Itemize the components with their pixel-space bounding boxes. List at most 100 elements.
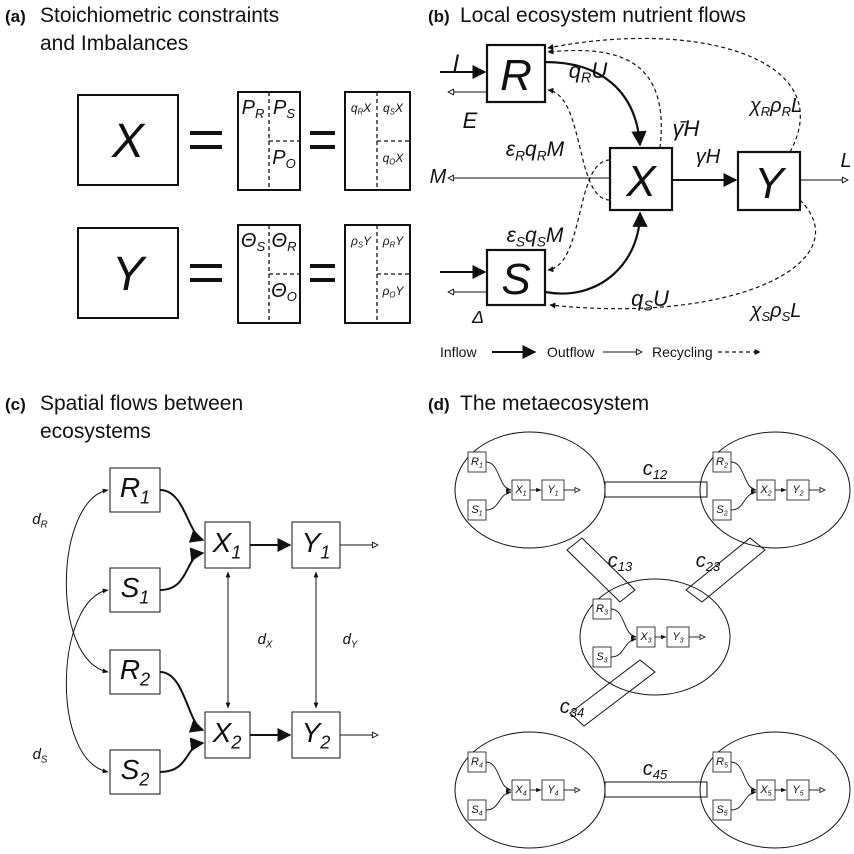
flow-label-part: q xyxy=(569,58,582,83)
flow-arrow xyxy=(610,637,637,658)
panel-title: and Imbalances xyxy=(40,32,188,55)
quota-label: PO xyxy=(272,147,295,171)
flow-label-part: Δ xyxy=(471,307,484,327)
quota-label-part: S xyxy=(286,106,295,121)
corridor-label-part: 12 xyxy=(653,467,668,482)
quota-label-part: Θ xyxy=(241,230,257,252)
quota-label: ΘR xyxy=(272,230,297,254)
compartment-symbol: Y xyxy=(754,159,786,208)
amount-label: qRX xyxy=(351,101,372,116)
flow-label: qSU xyxy=(631,286,669,315)
corridor-label-part: c xyxy=(696,550,706,572)
compartment-symbol: R xyxy=(500,51,532,100)
flow-label-part: R xyxy=(761,104,770,119)
amount-label-part: X xyxy=(362,101,372,115)
flow-label-part: S xyxy=(516,234,525,249)
node-label: R1 xyxy=(120,472,150,507)
flow-label-part: L xyxy=(791,95,802,117)
node-label: X4 xyxy=(514,784,526,797)
node-label-part: S xyxy=(121,572,140,603)
node-label: Y2 xyxy=(792,484,803,497)
node-label-part: 1 xyxy=(555,489,559,497)
node-label-part: 5 xyxy=(800,789,804,797)
node-label-part: 4 xyxy=(523,789,527,797)
quota-label: ΘS xyxy=(241,230,266,254)
flow-label-part: M xyxy=(546,224,564,247)
node-label: S4 xyxy=(471,804,482,817)
node-label-part: X xyxy=(759,784,768,796)
flow-arrow xyxy=(730,790,757,811)
flow-label-part: γH xyxy=(696,146,721,168)
corridor-label: c34 xyxy=(560,696,584,720)
corridor-label-part: 34 xyxy=(570,705,584,720)
flow-label-part: ρ xyxy=(769,300,781,322)
panel-c-shapes xyxy=(65,467,378,795)
flow-label: γ̄H xyxy=(673,116,700,141)
node-label-part: 2 xyxy=(138,769,149,789)
amount-label-part: ρ xyxy=(350,234,358,248)
node-label-part: 1 xyxy=(231,542,241,562)
node-label-part: S xyxy=(716,504,724,516)
flow-label-part: M xyxy=(547,138,565,161)
node-label-part: 1 xyxy=(479,509,483,517)
flow-label-part: L xyxy=(790,300,801,322)
flow-label: χSρSL xyxy=(749,300,802,324)
panel-title: The metaecosystem xyxy=(460,392,649,415)
amount-label-part: O xyxy=(389,158,395,167)
node-label-part: Y xyxy=(792,484,800,496)
flow-label-part: U xyxy=(591,58,607,83)
dispersal-label-part: X xyxy=(265,639,273,650)
flow-label-part: ρ xyxy=(769,95,781,117)
dispersal-label-part: Y xyxy=(351,639,359,650)
amount-label: qSX xyxy=(383,101,404,116)
panel-title: Stoichiometric constraints xyxy=(40,4,279,27)
dispersal-label-part: S xyxy=(41,754,48,765)
node-label-part: 2 xyxy=(723,509,728,517)
node-label-part: 3 xyxy=(680,636,684,644)
flow-label-part: R xyxy=(782,104,791,119)
flow-label-part: M xyxy=(430,166,447,188)
flow-label: γH xyxy=(696,146,721,168)
node-label: S3 xyxy=(596,651,607,664)
amount-label-part: R xyxy=(390,241,396,250)
node-label-part: Y xyxy=(547,784,555,796)
quota-label-part: P xyxy=(272,147,286,169)
node-label: R3 xyxy=(596,603,608,616)
amount-label-part: ρ xyxy=(382,234,390,248)
legend-label: Recycling xyxy=(652,344,713,360)
node-label: Y3 xyxy=(672,631,683,644)
node-label-part: R xyxy=(596,603,604,615)
node-label: R2 xyxy=(716,456,728,469)
flow-label-part: U xyxy=(653,286,669,311)
flow-arrow xyxy=(485,490,512,511)
node-label-part: 1 xyxy=(523,489,527,497)
panel-label: (d) xyxy=(428,395,450,414)
quota-label-part: P xyxy=(273,97,287,119)
panel-a-shapes xyxy=(77,91,411,324)
node-label-part: S xyxy=(596,651,604,663)
dispersal-label: dX xyxy=(258,631,273,650)
node-label-part: X xyxy=(514,784,523,796)
flow-arrow xyxy=(485,461,512,492)
node-label: X1 xyxy=(514,484,526,497)
quota-label-part: R xyxy=(255,106,264,121)
amount-label-part: O xyxy=(389,291,395,300)
corridor-label: c12 xyxy=(643,458,668,482)
dispersal-label: dS xyxy=(33,746,48,765)
node-label-part: S xyxy=(471,504,479,516)
compartment-symbol: X xyxy=(111,115,146,168)
node-label-part: 4 xyxy=(479,809,483,817)
flow-label: I xyxy=(453,50,460,77)
corridor-label-part: c xyxy=(643,758,653,780)
amount-label-part: q xyxy=(383,151,390,165)
node-label-part: Y xyxy=(672,631,680,643)
panel-b-shapes xyxy=(440,37,848,359)
node-label: X3 xyxy=(639,631,651,644)
corridor-label-part: c xyxy=(608,550,618,572)
flow-label-part: S xyxy=(761,309,770,324)
dispersal-label-part: d xyxy=(33,746,42,763)
node-label-part: S xyxy=(121,754,140,785)
compartment-symbol: X xyxy=(625,157,657,206)
flow-arrow xyxy=(610,608,637,639)
amount-label: ρRY xyxy=(382,234,405,249)
